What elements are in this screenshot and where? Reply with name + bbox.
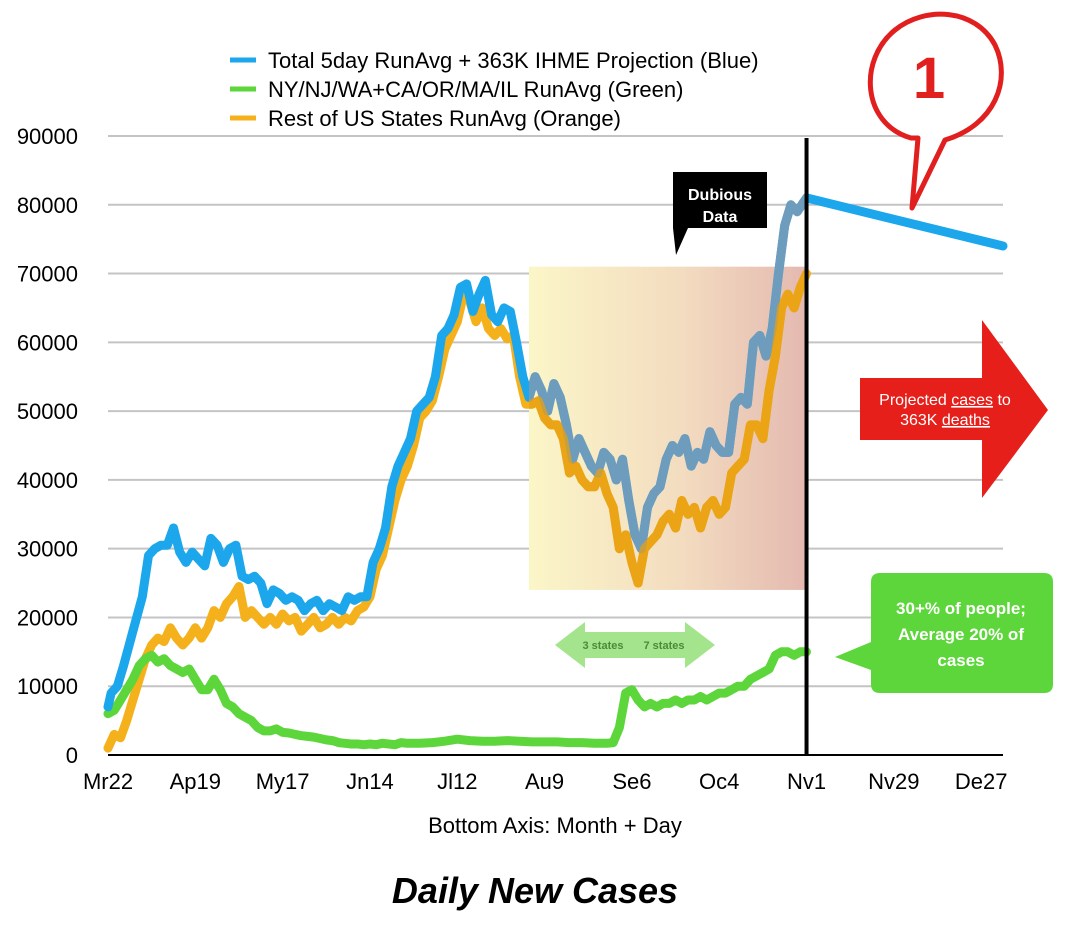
badge-speech-bubble: 1 — [867, 11, 1004, 211]
y-tick-label: 10000 — [17, 674, 78, 699]
x-tick-label: Mr22 — [83, 769, 133, 794]
series-line-green — [103, 647, 811, 750]
y-tick-label: 30000 — [17, 537, 78, 562]
green-callout: 30+% of people; Average 20% of cases — [835, 573, 1053, 693]
y-tick-label: 40000 — [17, 468, 78, 493]
dubious-data-callout: Dubious Data — [673, 172, 767, 255]
x-tick-label: Se6 — [612, 769, 651, 794]
legend-entry: NY/NJ/WA+CA/OR/MA/IL RunAvg (Green) — [268, 77, 683, 102]
green-callout-line1: 30+% of people; — [896, 599, 1026, 618]
y-tick-label: 20000 — [17, 605, 78, 630]
legend: Total 5day RunAvg + 363K IHME Projection… — [230, 48, 759, 131]
x-tick-label: Ap19 — [170, 769, 221, 794]
legend-entry: Rest of US States RunAvg (Orange) — [268, 106, 621, 131]
dubious-label-line2: Data — [703, 209, 738, 226]
x-tick-label: My17 — [256, 769, 310, 794]
legend-entry: Total 5day RunAvg + 363K IHME Projection… — [268, 48, 759, 73]
y-tick-label: 50000 — [17, 399, 78, 424]
y-tick-label: 0 — [66, 743, 78, 768]
projection-red-arrow: Projected cases to 363K deaths — [860, 320, 1048, 498]
chart-title: Daily New Cases — [392, 870, 678, 911]
y-tick-label: 60000 — [17, 330, 78, 355]
x-tick-label: Oc4 — [699, 769, 739, 794]
green-callout-line3: cases — [937, 651, 984, 670]
x-tick-label: Jl12 — [437, 769, 477, 794]
x-tick-label: Nv29 — [868, 769, 919, 794]
series-line-orange-muted — [528, 269, 807, 588]
states-left-label: 3 states — [583, 640, 624, 652]
states-right-label: 7 states — [644, 640, 685, 652]
red-arrow-text-line2: 363K deaths — [900, 412, 990, 429]
badge-number: 1 — [913, 46, 945, 111]
y-tick-labels: 0 10000 20000 30000 40000 50000 60000 70000 8000… — [17, 124, 78, 768]
y-tick-label: 80000 — [17, 193, 78, 218]
x-tick-labels: Mr22 Ap19 My17 Jn14 Jl12 Au9 Se6 Oc4 Nv1 Nv29 De27 — [83, 769, 1008, 794]
x-tick-label: Nv1 — [787, 769, 826, 794]
y-tick-label: 90000 — [17, 124, 78, 149]
dubious-label-line1: Dubious — [688, 187, 752, 204]
series-layer — [103, 193, 1008, 753]
x-tick-label: Au9 — [525, 769, 564, 794]
x-axis-label: Bottom Axis: Month + Day — [428, 813, 682, 838]
x-tick-label: De27 — [955, 769, 1008, 794]
red-arrow-text-line1: Projected cases to — [879, 392, 1011, 409]
states-double-arrow: 3 states 7 states — [555, 622, 715, 668]
series-line-blue-muted — [528, 193, 807, 554]
y-tick-label: 70000 — [17, 262, 78, 287]
green-callout-line2: Average 20% of — [898, 625, 1024, 644]
x-tick-label: Jn14 — [346, 769, 394, 794]
